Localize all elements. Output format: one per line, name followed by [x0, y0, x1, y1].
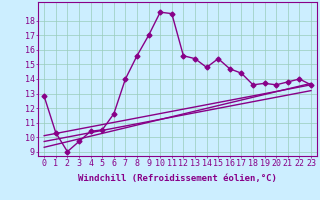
X-axis label: Windchill (Refroidissement éolien,°C): Windchill (Refroidissement éolien,°C) — [78, 174, 277, 183]
